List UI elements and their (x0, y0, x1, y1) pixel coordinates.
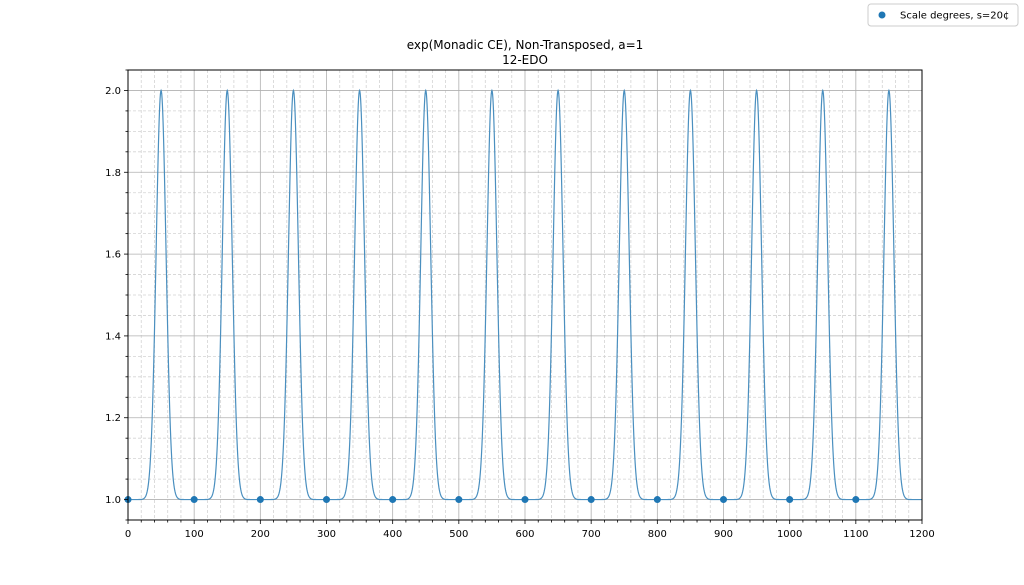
scale-degree-point (256, 496, 264, 504)
x-tick-label: 0 (125, 529, 131, 540)
legend-label: Scale degrees, s=20¢ (900, 11, 1009, 22)
axis-ticks: 0 100 200 300 400 500 600 700 800 900 1000 1100 1200… (105, 69, 935, 540)
x-tick-label: 600 (515, 529, 534, 540)
chart-title: exp(Monadic CE), Non-Transposed, a=1 (407, 38, 644, 52)
scale-degree-point (455, 496, 463, 504)
scale-degree-point (323, 496, 330, 504)
major-grid (127, 70, 923, 520)
scale-degree-point (720, 496, 727, 504)
scale-degree-point (587, 496, 595, 504)
legend: Scale degrees, s=20¢ (867, 3, 1019, 27)
y-tick-label: 1.4 (105, 331, 121, 342)
scale-degree-markers (124, 496, 860, 504)
x-tick-label: 700 (582, 529, 601, 540)
y-tick-label: 1.8 (105, 168, 121, 179)
scale-degree-point (786, 496, 794, 504)
x-tick-label: 300 (317, 529, 336, 540)
x-tick-label: 1100 (843, 529, 868, 540)
y-tick-label: 1.2 (105, 413, 121, 424)
scale-degree-point (653, 496, 661, 504)
x-tick-label: 1200 (909, 529, 934, 540)
scale-degree-point (852, 496, 860, 504)
x-tick-label: 200 (251, 529, 270, 540)
x-tick-label: 500 (449, 529, 468, 540)
x-tick-label: 400 (383, 529, 402, 540)
scale-degree-point (190, 496, 198, 504)
y-tick-label: 1.6 (105, 250, 121, 261)
scale-degree-point (389, 496, 397, 504)
legend-box (867, 3, 1019, 27)
x-tick-label: 900 (714, 529, 733, 540)
y-tick-label: 2.0 (105, 86, 121, 97)
x-tick-label: 800 (648, 529, 667, 540)
y-tick-label: 1.0 (105, 495, 121, 506)
scale-degree-point (521, 496, 529, 504)
x-tick-label: 1000 (777, 529, 802, 540)
x-tick-label: 100 (185, 529, 204, 540)
legend-marker (878, 11, 886, 19)
chart-subtitle: 12-EDO (502, 53, 548, 67)
